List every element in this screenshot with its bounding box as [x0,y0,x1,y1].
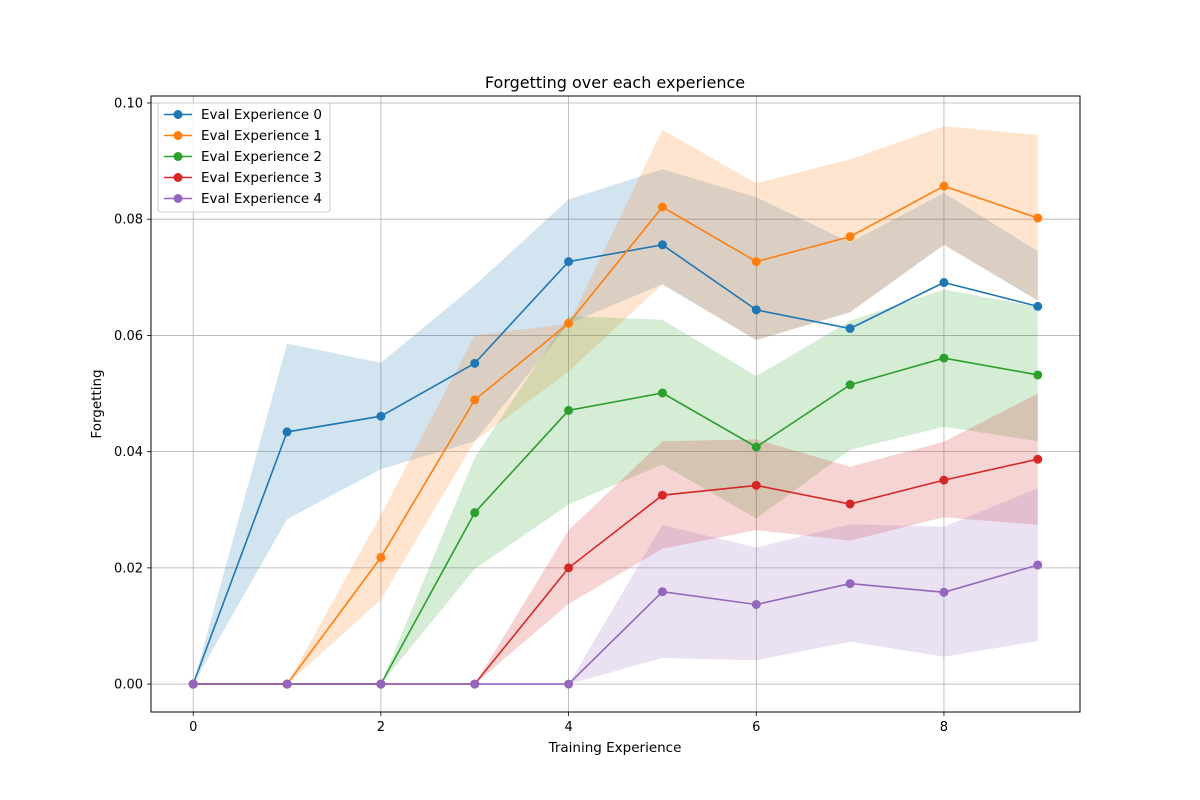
y-tick-label: 0.08 [114,213,143,228]
band-series-1 [193,126,1038,685]
legend-label: Eval Experience 4 [201,191,322,207]
y-tick-label: 0.04 [114,445,143,460]
point-series-1 [657,202,667,212]
point-series-1 [845,232,855,242]
point-series-0 [376,411,386,421]
point-series-4 [282,679,292,689]
x-tick-label: 8 [940,720,948,735]
plot-frame [150,95,1081,713]
point-series-4 [1033,560,1043,570]
series-lines [192,185,1039,685]
point-series-0 [282,427,292,437]
legend-label: Eval Experience 0 [201,107,322,123]
x-axis-label: Training Experience [548,740,682,756]
point-series-0 [845,323,855,333]
point-series-3 [564,563,574,573]
point-series-0 [1033,301,1043,311]
point-series-0 [939,278,949,288]
legend-swatch-marker [173,131,183,140]
point-series-2 [1033,370,1043,380]
point-series-2 [470,508,480,518]
x-tick-label: 6 [752,720,760,735]
grid [151,96,1080,712]
series-points [188,181,1043,689]
point-series-2 [751,442,761,452]
point-series-1 [376,552,386,562]
point-series-2 [564,405,574,415]
confidence-bands [193,126,1038,685]
band-series-4 [193,488,1038,685]
point-series-3 [751,480,761,490]
x-tick-label: 0 [189,720,197,735]
y-tick-label: 0.02 [114,561,143,576]
point-series-2 [657,388,667,398]
legend-swatch-marker [173,173,183,182]
legend-swatch-marker [173,110,183,119]
point-series-4 [751,599,761,609]
legend: Eval Experience 0 Eval Experience 1 Eval E… [157,102,331,213]
point-series-4 [657,587,667,597]
point-series-1 [939,181,949,191]
point-series-2 [845,380,855,390]
y-tick-label: 0.06 [114,329,143,344]
point-series-4 [470,679,480,689]
line-series-0 [192,243,1038,685]
band-series-2 [193,289,1038,685]
y-axis-label: Forgetting [89,369,105,438]
point-series-3 [1033,454,1043,464]
point-series-0 [564,257,574,267]
point-series-1 [1033,213,1043,223]
legend-swatch-marker [173,194,183,203]
legend-swatch-marker [173,152,183,161]
line-series-1 [193,185,1039,685]
legend-box [157,102,331,213]
point-series-1 [751,257,761,267]
legend-label: Eval Experience 1 [201,128,322,144]
x-tick-label: 4 [564,720,572,735]
band-series-0 [193,169,1038,685]
line-series-4 [193,564,1039,685]
point-series-3 [657,490,667,500]
band-series-3 [193,393,1038,685]
point-series-4 [939,587,949,597]
y-tick-label: 0.10 [114,96,143,111]
legend-label: Eval Experience 3 [201,170,322,186]
point-series-3 [939,475,949,485]
legend-label: Eval Experience 2 [201,149,322,165]
point-series-1 [564,318,574,328]
y-tick-label: 0.00 [114,678,143,693]
x-tick-label: 2 [377,720,385,735]
point-series-0 [751,305,761,315]
point-series-4 [376,679,386,689]
point-series-3 [845,499,855,509]
point-series-4 [845,579,855,589]
chart-title: Forgetting over each experience [485,73,745,92]
point-series-2 [939,353,949,363]
point-series-0 [470,358,480,368]
axis-ticks: 0 2 4 6 8 0.00 0.02 0.04 0.06 0.08 0.10 [114,96,948,735]
point-series-1 [470,395,480,405]
point-series-0 [657,240,667,250]
point-series-4 [564,679,574,689]
point-series-4 [188,679,198,689]
